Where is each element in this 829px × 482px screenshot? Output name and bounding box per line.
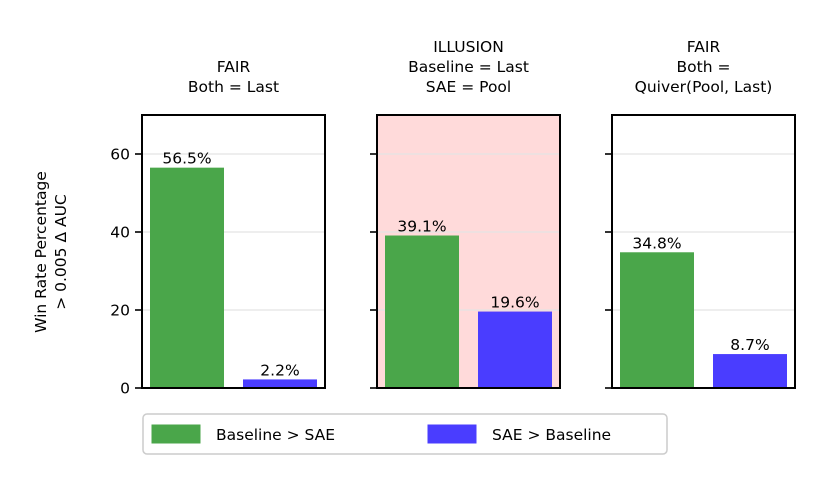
bar-baseline-gt-sae xyxy=(150,167,224,388)
bar-sae-gt-baseline xyxy=(243,379,317,388)
panel-frame xyxy=(141,114,326,389)
bar-value-label: 34.8% xyxy=(632,234,681,252)
legend-label: Baseline > SAE xyxy=(216,426,335,444)
y-axis-label-line: Win Rate Percentage xyxy=(32,171,50,333)
panel-title-line: FAIR xyxy=(217,58,251,76)
panel-frame xyxy=(376,114,561,389)
legend-box xyxy=(142,413,668,455)
legend: Baseline > SAE SAE > Baseline xyxy=(142,413,668,455)
legend-label: SAE > Baseline xyxy=(492,426,611,444)
bar-sae-gt-baseline xyxy=(713,354,787,388)
panel-1: 56.5% 2.2% 0 20 40 60 FAIR Both = Last xyxy=(110,58,326,398)
legend-swatch xyxy=(151,424,201,444)
bar-value-label: 8.7% xyxy=(730,336,769,354)
bar-baseline-gt-sae xyxy=(620,252,694,388)
bar-value-label: 39.1% xyxy=(397,218,446,236)
bar-baseline-gt-sae xyxy=(385,235,459,388)
panel-title-line: Both = Last xyxy=(188,78,279,96)
panel-title-line: FAIR xyxy=(687,38,721,56)
panel-title-line: SAE = Pool xyxy=(426,78,511,96)
bar-value-label: 56.5% xyxy=(162,150,211,168)
y-axis-label-line: > 0.005 Δ AUC xyxy=(52,194,70,310)
y-axis-label: Win Rate Percentage > 0.005 Δ AUC xyxy=(32,171,70,333)
panel-3: 34.8% 8.7% FAIR Both = Quiver(Pool, Last) xyxy=(605,38,796,389)
panel-title-line: Baseline = Last xyxy=(408,58,529,76)
panel-title-line: ILLUSION xyxy=(433,38,504,56)
legend-swatch xyxy=(427,424,477,444)
panel-2: 39.1% 19.6% ILLUSION Baseline = Last SAE = P… xyxy=(370,38,561,389)
y-tick-label: 0 xyxy=(120,380,130,398)
y-tick-label: 40 xyxy=(110,224,130,242)
bar-sae-gt-baseline xyxy=(478,311,552,388)
bar-value-label: 19.6% xyxy=(490,294,539,312)
panel-title-line: Quiver(Pool, Last) xyxy=(635,78,773,96)
y-tick-label: 20 xyxy=(110,302,130,320)
bar-value-label: 2.2% xyxy=(260,361,299,379)
y-tick-label: 60 xyxy=(110,146,130,164)
panel-title-line: Both = xyxy=(677,58,731,76)
panel-frame xyxy=(611,114,796,389)
